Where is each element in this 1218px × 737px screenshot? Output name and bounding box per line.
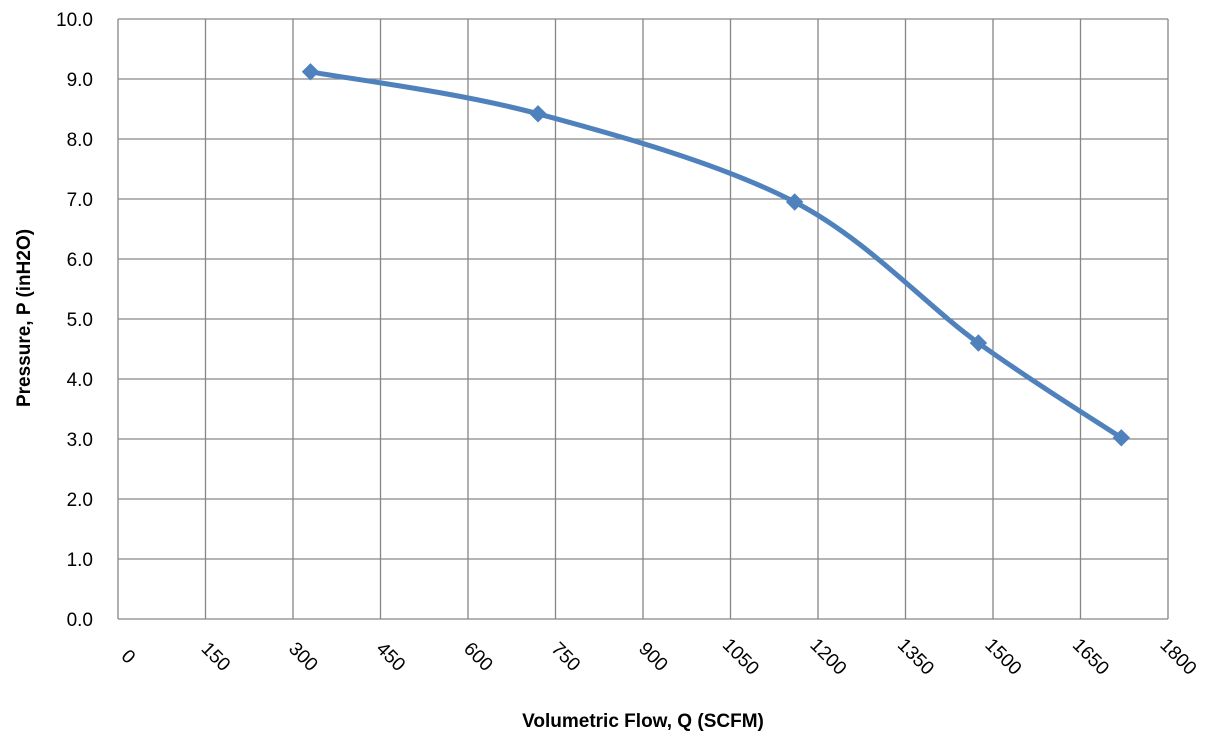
y-tick-label: 5.0	[67, 310, 93, 331]
series-group	[301, 63, 1131, 447]
grid-lines	[117, 18, 1169, 620]
x-axis-title: Volumetric Flow, Q (SCFM)	[522, 711, 764, 732]
data-point-marker	[969, 334, 988, 352]
y-tick-label: 8.0	[67, 130, 93, 151]
data-point-marker	[301, 63, 320, 81]
data-point-marker	[529, 105, 547, 123]
y-tick-label: 10.0	[56, 10, 93, 31]
y-tick-label: 6.0	[67, 250, 93, 271]
y-tick-label: 9.0	[67, 70, 93, 91]
y-tick-label: 2.0	[67, 490, 93, 511]
data-point-marker	[1112, 429, 1131, 447]
y-tick-label: 0.0	[67, 610, 93, 631]
y-tick-label: 3.0	[67, 430, 93, 451]
series-line	[308, 69, 1124, 441]
y-tick-label: 4.0	[67, 370, 93, 391]
y-axis-title: Pressure, P (inH2O)	[14, 229, 35, 407]
data-point-marker	[785, 193, 804, 211]
y-tick-label: 1.0	[67, 550, 93, 571]
y-tick-labels: 0.0 1.0 2.0 3.0 4.0 5.0 6.0 7.0 8.0 9.0 10.0	[56, 10, 93, 631]
y-tick-label: 7.0	[67, 190, 93, 211]
